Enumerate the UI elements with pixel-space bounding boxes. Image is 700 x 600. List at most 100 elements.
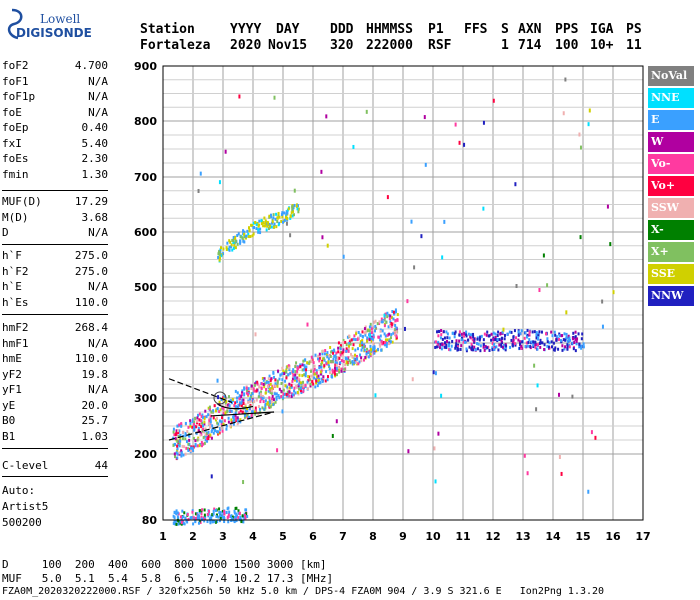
x-tick-label: 14	[545, 530, 561, 543]
echo-point	[210, 430, 213, 434]
echo-point	[296, 369, 299, 373]
param-row: foEp 0.40	[2, 120, 108, 136]
echo-point	[326, 378, 329, 382]
echo-point	[175, 451, 178, 455]
echo-point	[497, 348, 500, 352]
echo-point	[350, 338, 353, 342]
echo-point	[277, 213, 280, 217]
echo-point	[441, 255, 444, 260]
echo-point	[253, 400, 256, 404]
echo-point	[239, 241, 242, 245]
echo-point	[260, 382, 263, 386]
echo-point	[355, 330, 358, 334]
echo-point	[315, 379, 318, 383]
echo-point	[482, 345, 485, 349]
logo-lowell-text: Lowell	[40, 12, 81, 26]
echo-point	[238, 401, 241, 405]
echo-point	[465, 349, 468, 353]
echo-point	[285, 393, 288, 397]
echo-point	[218, 419, 221, 423]
echo-point	[267, 377, 270, 381]
echo-point	[281, 215, 284, 219]
y-tick-label: 300	[134, 392, 157, 405]
echo-point	[445, 330, 448, 334]
echo-point	[295, 379, 298, 383]
echo-point	[315, 371, 318, 375]
echo-point	[220, 422, 223, 426]
echo-point	[342, 353, 345, 357]
echo-point	[272, 403, 275, 407]
echo-point	[199, 433, 202, 437]
echo-point	[606, 204, 609, 209]
echo-point	[276, 216, 279, 220]
echo-point	[310, 355, 313, 359]
param-row: fmin 1.30	[2, 167, 108, 183]
echo-point	[246, 413, 249, 417]
echo-point	[245, 234, 248, 238]
echo-point	[523, 336, 526, 340]
echo-point	[378, 321, 381, 325]
header-label-day: DAY	[276, 22, 300, 37]
echo-point	[316, 375, 319, 379]
scaled-parameters-panel: foF2 4.700 foF1 N/A foF1p N/A foE N/A foEp 0.40 fx…	[2, 58, 108, 477]
echo-point	[519, 342, 522, 346]
echo-point	[454, 346, 457, 350]
echo-point	[574, 349, 577, 353]
echo-point	[317, 357, 320, 361]
plot-frame	[162, 65, 644, 521]
echo-point	[194, 512, 197, 516]
echo-point	[181, 437, 184, 441]
legend-item-vo: Vo-	[648, 154, 694, 174]
header-label-ffs: FFS	[464, 22, 488, 37]
echo-point	[177, 443, 180, 447]
echo-point	[286, 385, 289, 389]
echo-point	[274, 384, 277, 388]
echo-point	[446, 332, 449, 336]
echo-point	[187, 434, 190, 438]
echo-point	[263, 407, 266, 411]
echo-point	[172, 427, 175, 431]
echo-point	[450, 344, 453, 348]
echo-point	[268, 214, 271, 218]
echo-point	[282, 388, 285, 392]
echo-point	[456, 348, 459, 352]
echo-point	[275, 392, 278, 396]
echo-point	[183, 522, 186, 526]
echo-point	[211, 424, 214, 428]
divider	[2, 190, 108, 191]
echo-point	[204, 438, 207, 442]
echo-point	[349, 361, 352, 365]
echo-point	[222, 247, 225, 251]
echo-point	[471, 338, 474, 342]
echo-point	[403, 326, 406, 331]
param-value: 1.03	[81, 429, 109, 443]
echo-point	[351, 347, 354, 351]
echo-point	[340, 351, 343, 355]
echo-point	[369, 332, 372, 336]
echo-point	[531, 330, 534, 334]
echo-point	[439, 346, 442, 350]
echo-point	[196, 413, 199, 417]
echo-point	[572, 337, 575, 341]
echo-point	[468, 345, 471, 349]
x-tick-label: 6	[309, 530, 317, 543]
echo-point	[380, 348, 383, 352]
x-tick-label: 16	[605, 530, 621, 543]
echo-point	[225, 427, 228, 431]
echo-point	[218, 507, 221, 511]
echo-point	[236, 422, 239, 426]
param-value: 20.0	[81, 398, 109, 412]
echo-point	[320, 362, 323, 366]
echo-point	[195, 431, 198, 435]
echo-point	[451, 331, 454, 335]
echo-point	[458, 333, 461, 337]
echo-point	[385, 342, 388, 346]
echo-point	[238, 394, 241, 398]
echo-point	[389, 340, 392, 344]
echo-point	[204, 433, 207, 437]
echo-point	[406, 299, 409, 304]
echo-point	[578, 132, 581, 137]
echo-point	[386, 338, 389, 342]
echo-point	[230, 418, 233, 422]
header-label-pps: PPS	[555, 22, 579, 37]
